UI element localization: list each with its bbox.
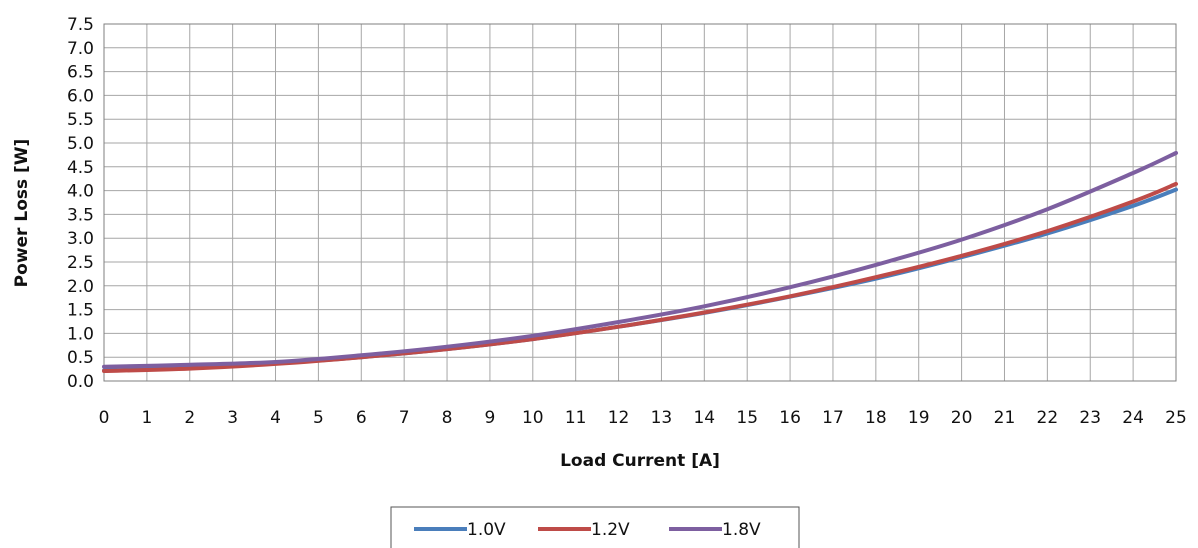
x-tick-label: 25 — [1165, 408, 1187, 428]
y-tick-label: 4.5 — [67, 158, 94, 178]
legend-label: 1.2V — [591, 520, 630, 540]
x-tick-label: 15 — [736, 408, 758, 428]
x-tick-label: 9 — [485, 408, 496, 428]
y-tick-label: 0.0 — [67, 372, 94, 392]
y-tick-label: 2.0 — [67, 277, 94, 297]
x-tick-label: 24 — [1122, 408, 1144, 428]
series-line-1-8v — [102, 151, 1178, 369]
x-axis-title: Load Current [A] — [560, 451, 720, 471]
x-tick-label: 11 — [565, 408, 587, 428]
y-tick-label: 5.5 — [67, 110, 94, 130]
y-tick-label: 4.0 — [67, 182, 94, 202]
x-tick-label: 16 — [779, 408, 801, 428]
x-tick-label: 21 — [994, 408, 1016, 428]
x-axis-ticks: 0 1 2 3 4 5 6 7 8 9 10 11 12 13 14 15 16 17 18 19 20 21 22 23 24… — [99, 408, 1187, 428]
series-line-1-2v — [102, 181, 1178, 373]
legend-label: 1.8V — [722, 520, 761, 540]
x-tick-label: 20 — [951, 408, 973, 428]
y-tick-label: 6.5 — [67, 63, 94, 83]
y-tick-label: 1.5 — [67, 301, 94, 321]
x-tick-label: 4 — [270, 408, 281, 428]
series-line-1-0v — [102, 187, 1178, 373]
x-tick-label: 13 — [651, 408, 673, 428]
legend: 1.0V 1.2V 1.8V — [390, 506, 800, 548]
y-tick-label: 7.0 — [67, 39, 94, 59]
legend-item: 1.8V — [669, 520, 761, 540]
x-tick-label: 8 — [442, 408, 453, 428]
x-tick-label: 19 — [908, 408, 930, 428]
y-tick-label: 3.0 — [67, 229, 94, 249]
legend-item: 1.2V — [538, 520, 630, 540]
x-tick-label: 7 — [399, 408, 410, 428]
y-tick-label: 5.0 — [67, 134, 94, 154]
x-tick-label: 17 — [822, 408, 844, 428]
plot-frame — [103, 23, 1177, 382]
legend-item: 1.0V — [414, 520, 506, 540]
x-tick-label: 5 — [313, 408, 324, 428]
y-tick-label: 2.5 — [67, 253, 94, 273]
x-tick-label: 12 — [608, 408, 630, 428]
x-tick-label: 23 — [1079, 408, 1101, 428]
x-tick-label: 2 — [184, 408, 195, 428]
y-axis-title: Power Loss [W] — [12, 139, 32, 288]
legend-label: 1.0V — [467, 520, 506, 540]
x-tick-label: 10 — [522, 408, 544, 428]
y-axis-ticks: 0.0 0.5 1.0 1.5 2.0 2.5 3.0 3.5 4.0 4.5 5.0 5.5 6.0 6… — [67, 15, 94, 392]
grid — [103, 23, 1177, 382]
x-tick-label: 0 — [99, 408, 110, 428]
y-tick-label: 6.0 — [67, 86, 94, 106]
x-tick-label: 18 — [865, 408, 887, 428]
x-tick-label: 14 — [693, 408, 715, 428]
x-tick-label: 6 — [356, 408, 367, 428]
y-tick-label: 3.5 — [67, 205, 94, 225]
x-tick-label: 22 — [1037, 408, 1059, 428]
y-tick-label: 1.0 — [67, 324, 94, 344]
series-lines — [102, 151, 1178, 373]
y-tick-label: 0.5 — [67, 348, 94, 368]
y-tick-label: 7.5 — [67, 15, 94, 35]
x-tick-label: 1 — [141, 408, 152, 428]
x-tick-label: 3 — [227, 408, 238, 428]
